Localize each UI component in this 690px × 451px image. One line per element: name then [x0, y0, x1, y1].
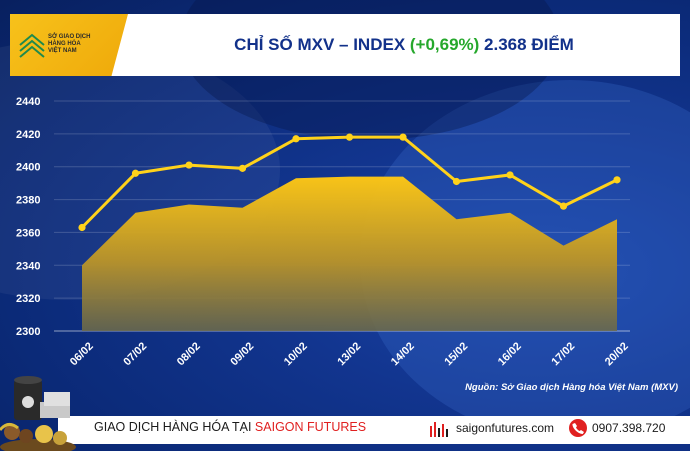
header-banner: SỞ GIAO DỊCH HÀNG HÓA VIỆT NAM CHỈ SỐ MX… [10, 14, 680, 76]
title-value: 2.368 ĐIỂM [479, 35, 574, 54]
brand-name: SAIGON FUTURES [254, 420, 367, 434]
mxv-logo-text: SỞ GIAO DỊCH HÀNG HÓA VIỆT NAM [48, 34, 91, 54]
x-tick-label: 08/02 [175, 340, 203, 368]
area-series-fill [82, 176, 617, 331]
footer-slogan: GIAO DỊCH HÀNG HÓA TẠI SAIGON FUTURES [94, 420, 367, 434]
phone-number[interactable]: 0907.398.720 [592, 421, 666, 435]
x-tick-label: 15/02 [442, 340, 470, 368]
x-axis-ticks: 06/02 07/02 08/02 09/02 10/02 13/02 14/02 15/02… [68, 340, 631, 368]
line-point [238, 164, 247, 172]
website-link[interactable]: saigonfutures.com [456, 421, 555, 435]
y-tick-label: 2440 [16, 96, 40, 108]
title-change: (+0,69%) [409, 35, 480, 54]
line-series [78, 133, 621, 232]
x-tick-label: 13/02 [335, 340, 363, 368]
x-tick-label: 10/02 [282, 340, 310, 368]
x-tick-label: 07/02 [121, 340, 149, 368]
line-point [506, 171, 514, 179]
source-note: Nguồn: Sở Giao dịch Hàng hóa Việt Nam (M… [465, 382, 678, 393]
line-point [292, 135, 300, 143]
area-series [82, 176, 617, 331]
y-axis-ticks: 2300 2320 2340 2360 2380 2400 2420 2440 [16, 96, 40, 338]
y-tick-label: 2420 [16, 129, 40, 141]
y-tick-label: 2400 [16, 162, 40, 174]
x-tick-label: 17/02 [549, 340, 577, 368]
y-tick-label: 2380 [16, 195, 40, 207]
line-point [399, 133, 407, 141]
phone-icon [569, 419, 587, 437]
y-tick-label: 2360 [16, 227, 40, 239]
line-point [613, 176, 621, 184]
line-point [78, 223, 86, 232]
line-point [559, 202, 568, 210]
y-tick-label: 2340 [16, 260, 40, 272]
y-tick-label: 2300 [16, 326, 40, 338]
x-tick-label: 09/02 [228, 340, 256, 368]
chart-bars-icon [430, 422, 448, 437]
x-tick-label: 14/02 [389, 340, 417, 368]
x-tick-label: 06/02 [68, 340, 96, 368]
mxv-logo-icon [19, 33, 45, 58]
y-tick-label: 2320 [16, 293, 40, 305]
title-main: CHỈ SỐ MXV – INDEX [234, 35, 410, 54]
line-point [345, 133, 354, 141]
line-point [131, 169, 140, 177]
header-logo-panel [10, 14, 128, 76]
line-point [452, 177, 461, 186]
x-tick-label: 16/02 [496, 340, 524, 368]
chart-title: CHỈ SỐ MXV – INDEX (+0,69%) 2.368 ĐIỂM [128, 14, 680, 76]
line-point [185, 161, 193, 169]
commodities-illustration [0, 376, 76, 451]
x-tick-label: 20/02 [603, 340, 631, 368]
footer: GIAO DỊCH HÀNG HÓA TẠI SAIGON FUTURES sa… [0, 396, 690, 451]
